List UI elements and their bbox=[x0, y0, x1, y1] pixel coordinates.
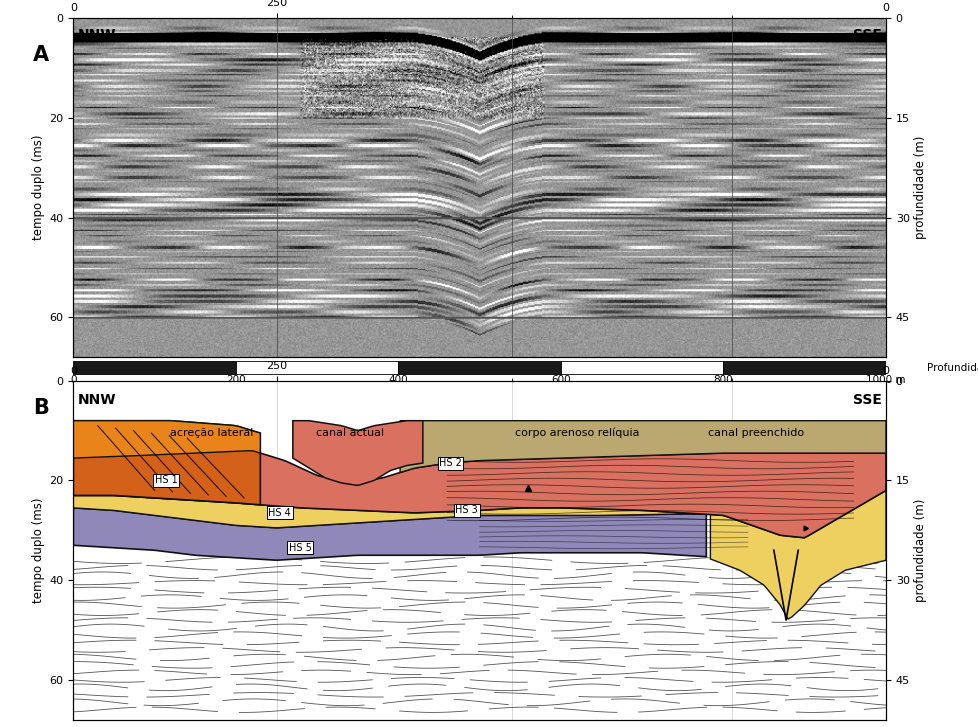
Polygon shape bbox=[73, 495, 705, 528]
Y-axis label: profundidade (m): profundidade (m) bbox=[913, 499, 926, 602]
Y-axis label: tempo duplo (ms): tempo duplo (ms) bbox=[32, 135, 45, 241]
Bar bbox=[73, 361, 236, 374]
Text: SSE: SSE bbox=[852, 28, 881, 42]
Text: HS 1: HS 1 bbox=[155, 475, 177, 486]
Text: canal actual: canal actual bbox=[315, 428, 383, 438]
Text: SSE: SSE bbox=[852, 393, 881, 406]
Text: acreção lateral: acreção lateral bbox=[170, 428, 253, 438]
Text: NNW: NNW bbox=[77, 28, 115, 42]
Text: 0: 0 bbox=[69, 366, 77, 376]
Text: 0: 0 bbox=[70, 375, 76, 385]
Bar bbox=[723, 361, 885, 374]
Text: 1000 m: 1000 m bbox=[866, 375, 905, 385]
Bar bbox=[560, 361, 723, 374]
Text: HS 5: HS 5 bbox=[289, 543, 311, 553]
Text: 0: 0 bbox=[69, 3, 77, 13]
Polygon shape bbox=[710, 491, 885, 619]
Y-axis label: tempo duplo (ms): tempo duplo (ms) bbox=[32, 497, 45, 603]
Text: HS 3: HS 3 bbox=[455, 505, 477, 515]
Text: canal preenchido: canal preenchido bbox=[707, 428, 803, 438]
Text: 0: 0 bbox=[881, 3, 889, 13]
Text: NNW: NNW bbox=[77, 393, 115, 406]
Bar bbox=[236, 361, 398, 374]
Text: HS 2: HS 2 bbox=[438, 458, 462, 468]
Text: A: A bbox=[32, 45, 49, 65]
Text: corpo arenoso relíquia: corpo arenoso relíquia bbox=[514, 428, 639, 438]
Polygon shape bbox=[73, 508, 705, 561]
Polygon shape bbox=[73, 421, 260, 505]
Bar bbox=[398, 361, 560, 374]
Polygon shape bbox=[292, 421, 422, 486]
Polygon shape bbox=[400, 421, 885, 473]
Text: 600: 600 bbox=[551, 375, 570, 385]
Y-axis label: profundidade (m): profundidade (m) bbox=[913, 136, 926, 239]
Text: 400: 400 bbox=[388, 375, 408, 385]
Polygon shape bbox=[73, 421, 260, 458]
Polygon shape bbox=[73, 451, 885, 538]
Text: Profundidade (m): Profundidade (m) bbox=[925, 362, 978, 372]
Text: B: B bbox=[32, 398, 49, 418]
Text: 200: 200 bbox=[226, 375, 245, 385]
Text: HS 4: HS 4 bbox=[268, 508, 290, 518]
Text: 800: 800 bbox=[713, 375, 733, 385]
Text: 0: 0 bbox=[881, 366, 889, 376]
